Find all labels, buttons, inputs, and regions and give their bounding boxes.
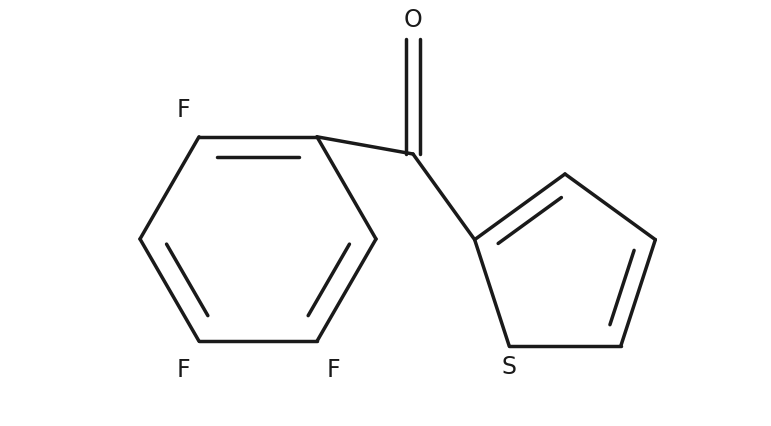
Text: O: O (404, 8, 423, 32)
Text: F: F (177, 98, 190, 122)
Text: S: S (502, 354, 517, 378)
Text: F: F (177, 357, 190, 381)
Text: F: F (326, 357, 340, 381)
